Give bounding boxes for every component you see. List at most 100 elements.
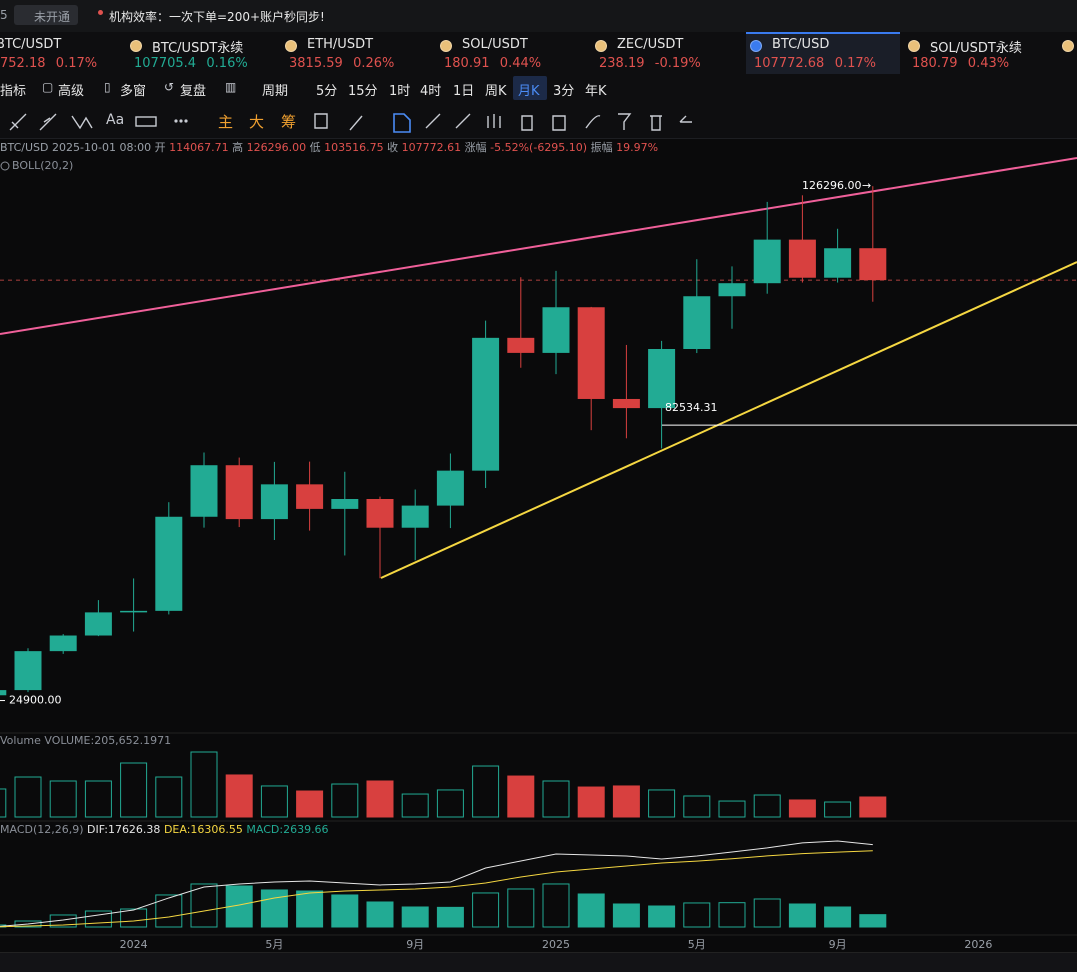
period-button[interactable]: 1日 bbox=[453, 84, 475, 99]
top-left: 5 bbox=[0, 8, 8, 22]
info-item: 107772.61 bbox=[402, 141, 462, 154]
macd-bar bbox=[577, 893, 605, 928]
period-button[interactable]: 多窗 bbox=[120, 84, 147, 99]
period-button[interactable]: 15分 bbox=[348, 84, 378, 99]
ticker-name[interactable]: ZEC/USDT bbox=[617, 37, 684, 52]
volume-bar bbox=[366, 780, 394, 818]
candle-body bbox=[788, 239, 816, 278]
indicator-tool[interactable]: 大 bbox=[249, 113, 265, 131]
info-line: BTC/USD 2025-10-01 08:00 开 114067.71 高 1… bbox=[0, 140, 658, 154]
volume-bar bbox=[718, 800, 746, 818]
indicator-icon bbox=[0, 161, 10, 171]
ticker-price: 238.19 bbox=[599, 56, 645, 71]
period-button[interactable]: 周期 bbox=[262, 84, 289, 99]
x-tick-label: 2024 bbox=[120, 938, 148, 951]
candle-body bbox=[507, 337, 535, 353]
ticker-name[interactable]: SOL/USDT永续 bbox=[930, 41, 1022, 56]
dif-label: DIF:17626.38 bbox=[87, 823, 160, 836]
ticker-name[interactable]: BTC/USD bbox=[772, 37, 830, 52]
ticker-price: 752.18 bbox=[0, 56, 46, 71]
ticker-bar: BTC/USDT 752.18 0.17% BTC/USDT永续 107705.4 0.1… bbox=[0, 32, 1077, 74]
ticker-change: 0.16% bbox=[206, 56, 248, 71]
volume-bar bbox=[507, 775, 535, 818]
volume-bar bbox=[436, 789, 464, 818]
macd-bar bbox=[331, 894, 359, 928]
period-button[interactable]: 月K bbox=[518, 84, 540, 99]
icon bbox=[179, 119, 183, 123]
dea-label: DEA:16306.55 bbox=[164, 823, 243, 836]
coin-icon bbox=[1062, 40, 1074, 52]
badge-box bbox=[14, 5, 78, 25]
promo[interactable]: 机构效率：一次下单=200+账户秒同步! bbox=[109, 10, 325, 24]
volume-bar bbox=[859, 796, 887, 818]
volume-title: Volume VOLUME:205,652.1971 bbox=[0, 734, 171, 747]
period-button[interactable]: 4时 bbox=[420, 84, 442, 99]
period-button[interactable]: 高级 bbox=[58, 84, 85, 99]
ticker-change: 0.26% bbox=[353, 56, 395, 71]
candle-body bbox=[612, 398, 640, 409]
info-item: 振幅 bbox=[591, 140, 613, 154]
macd-bar bbox=[788, 903, 816, 928]
macd-bar bbox=[14, 920, 42, 928]
macd-bar bbox=[612, 903, 640, 928]
volume-bar bbox=[0, 788, 7, 818]
ticker-change: 0.43% bbox=[967, 56, 1010, 71]
macd-name: MACD(12,26,9) bbox=[0, 823, 84, 836]
text-tool[interactable]: Aa bbox=[106, 112, 125, 128]
period-button[interactable]: 5分 bbox=[316, 84, 338, 99]
coin-icon bbox=[440, 40, 452, 52]
trend-line bbox=[380, 261, 1077, 579]
macd-bar bbox=[401, 906, 429, 928]
volume-bar bbox=[49, 780, 77, 818]
period-button[interactable]: 周K bbox=[485, 84, 507, 99]
ticker-change: 0.44% bbox=[499, 56, 542, 71]
macd-bar bbox=[155, 894, 183, 928]
info-item: -5.52%(-6295.10) bbox=[490, 141, 587, 154]
candle-body bbox=[436, 470, 464, 506]
indicator-tool[interactable]: 主 bbox=[218, 113, 234, 131]
arrow: → bbox=[862, 179, 871, 192]
info-item: 收 bbox=[387, 140, 398, 154]
candle-body bbox=[542, 307, 570, 353]
trend-line bbox=[0, 157, 1077, 335]
info-item: 126296.00 bbox=[247, 141, 307, 154]
volume-bar bbox=[472, 765, 500, 818]
icon bbox=[425, 113, 692, 131]
period-button[interactable]: 年K bbox=[585, 84, 607, 99]
ticker-name[interactable]: SOL/USDT bbox=[462, 37, 528, 52]
candle-body bbox=[366, 499, 394, 528]
macd-bar bbox=[190, 883, 218, 928]
period-button[interactable]: 1时 bbox=[389, 84, 411, 99]
ticker-change: 0.17% bbox=[834, 56, 876, 71]
ticker-name[interactable]: BTC/USDT永续 bbox=[152, 41, 244, 56]
icon bbox=[39, 113, 57, 131]
macd-bar bbox=[436, 906, 464, 928]
candle-body bbox=[753, 239, 781, 284]
top-bar: 5 未开通 机构效率：一次下单=200+账户秒同步! bbox=[0, 0, 1077, 32]
candle-body bbox=[401, 505, 429, 528]
level-label: 82534.31 bbox=[665, 401, 718, 414]
icon bbox=[174, 119, 178, 123]
period-button[interactable]: 指标 bbox=[0, 84, 27, 99]
coin-icon bbox=[130, 40, 142, 52]
period-button[interactable]: 复盘 bbox=[180, 84, 207, 99]
drawing-toolbar: Aa 主大筹 bbox=[0, 104, 1077, 139]
info-item: 涨幅 bbox=[465, 141, 487, 154]
indicator-tool[interactable]: 筹 bbox=[281, 113, 297, 131]
macd-bar bbox=[507, 888, 535, 928]
x-tick-label: 9月 bbox=[829, 938, 847, 951]
info-item: 103516.75 bbox=[324, 141, 384, 154]
info-item: 2025-10-01 08:00 bbox=[52, 141, 151, 154]
candle-body bbox=[718, 283, 746, 297]
icon bbox=[184, 119, 188, 123]
macd-bar bbox=[753, 898, 781, 928]
toolbar-icon: ▯ bbox=[104, 80, 111, 94]
ticker-name[interactable]: ETH/USDT bbox=[307, 37, 374, 52]
ticker-name[interactable]: BTC/USDT bbox=[0, 37, 62, 52]
volume-bar bbox=[788, 799, 816, 818]
period-button[interactable]: 3分 bbox=[553, 84, 575, 99]
macd-bar bbox=[120, 908, 148, 928]
candle-body bbox=[155, 516, 183, 611]
icon bbox=[9, 113, 27, 131]
